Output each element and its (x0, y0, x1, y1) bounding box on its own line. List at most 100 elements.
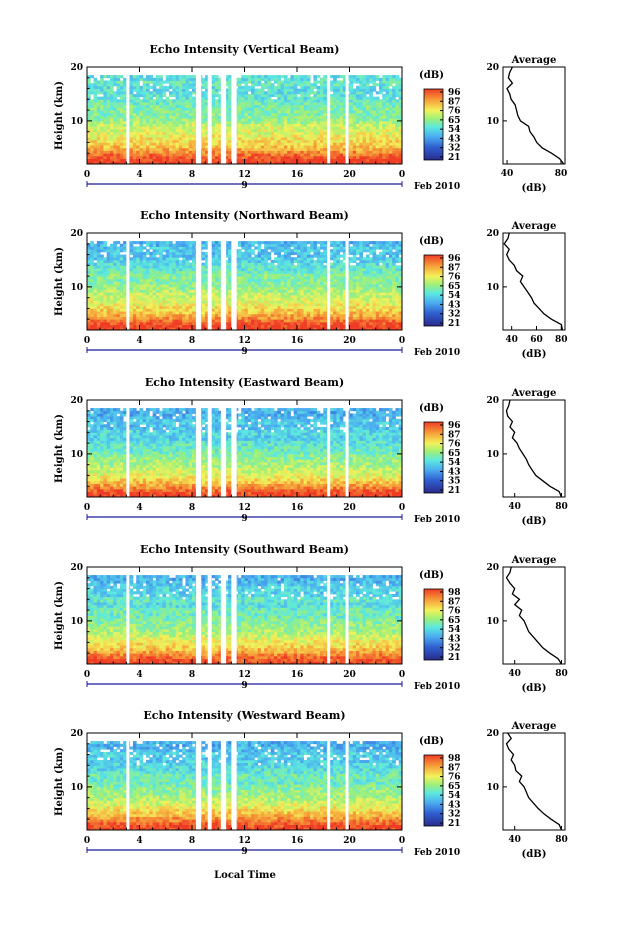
heatmap-cell (342, 311, 347, 315)
heatmap-cell (247, 303, 252, 307)
heatmap-cell (287, 303, 291, 307)
heatmap-cell (175, 123, 180, 127)
heatmap-cell (123, 308, 127, 312)
heatmap-cell (136, 294, 140, 299)
heatmap-cell (142, 319, 147, 323)
heatmap-cell (310, 126, 314, 130)
heatmap-cell (356, 126, 360, 130)
heatmap-cell (398, 110, 403, 114)
heatmap-cell (139, 150, 144, 154)
heatmap-cell (132, 104, 137, 108)
heatmap-cell (123, 155, 127, 160)
heatmap-cell (290, 75, 295, 79)
heatmap-cell (333, 104, 337, 108)
heatmap-cell (109, 112, 114, 116)
heatmap-cell (106, 115, 111, 119)
heatmap-cell (316, 305, 321, 309)
heatmap-cell (146, 303, 150, 307)
heatmap-cell (113, 112, 117, 116)
heatmap-cell (175, 80, 180, 84)
heatmap-cell (241, 85, 245, 89)
heatmap-cell (211, 321, 216, 326)
heatmap-cell (152, 131, 157, 135)
heatmap-cell (178, 128, 183, 133)
heatmap-cell (313, 147, 318, 151)
heatmap-cell (342, 131, 347, 135)
heatmap-cell (172, 99, 176, 103)
heatmap-cell (260, 305, 265, 309)
heatmap-cell (310, 155, 314, 160)
heatmap-cell (313, 161, 318, 165)
heatmap-cell (152, 134, 157, 138)
heatmap-cell (339, 137, 344, 141)
data-gap (327, 67, 331, 164)
heatmap-cell (277, 292, 281, 296)
heatmap-cell (185, 134, 190, 138)
heatmap-cell (323, 316, 327, 320)
heatmap-cell (241, 292, 245, 296)
heatmap-cell (116, 292, 121, 296)
heatmap-cell (149, 91, 154, 95)
heatmap-cell (395, 107, 400, 111)
heatmap-cell (185, 319, 190, 323)
heatmap-cell (333, 120, 337, 124)
heatmap-cell (142, 147, 147, 151)
heatmap-cell (277, 99, 281, 103)
heatmap-cell (339, 313, 344, 317)
heatmap-cell (359, 118, 364, 122)
heatmap-cell (142, 128, 147, 133)
heatmap-cell (211, 305, 216, 309)
heatmap-cell (313, 155, 318, 160)
heatmap-cell (382, 297, 386, 301)
heatmap-cell (365, 313, 370, 317)
heatmap-cell (382, 104, 386, 108)
heatmap-cell (329, 289, 334, 293)
heatmap-cell (365, 316, 370, 320)
heatmap-cell (129, 158, 134, 162)
heatmap-cell (277, 110, 281, 114)
heatmap-cell (280, 139, 285, 143)
heatmap-cell (109, 104, 114, 108)
heatmap-cell (142, 102, 147, 106)
heatmap-cell (264, 118, 268, 122)
heatmap-cell (175, 126, 180, 130)
heatmap-cell (178, 96, 183, 100)
heatmap-cell (319, 123, 324, 127)
heatmap-cell (303, 289, 308, 293)
heatmap-cell (205, 286, 209, 290)
heatmap-cell (129, 91, 134, 95)
heatmap-cell (228, 311, 232, 315)
heatmap-cell (214, 313, 219, 317)
heatmap-cell (113, 142, 117, 146)
heatmap-cell (188, 324, 193, 328)
heatmap-cell (395, 158, 400, 162)
heatmap-cell (113, 99, 117, 103)
heatmap-cell (306, 99, 311, 103)
heatmap-cell (188, 313, 193, 317)
heatmap-cell (356, 278, 360, 282)
heatmap-cell (316, 281, 321, 285)
heatmap-cell (319, 147, 324, 151)
heatmap-cell (136, 115, 140, 119)
heatmap-cell (313, 126, 318, 130)
heatmap-cell (369, 137, 373, 141)
heatmap-cell (254, 83, 259, 87)
heatmap-cell (359, 153, 364, 157)
heatmap-cell (329, 303, 334, 307)
heatmap-cell (323, 308, 327, 312)
heatmap-cell (313, 308, 318, 312)
heatmap-cell (287, 96, 291, 100)
heatmap-cell (300, 137, 304, 141)
heatmap-cell (254, 77, 259, 81)
heatmap-cell (395, 123, 400, 127)
heatmap-cell (303, 128, 308, 133)
heatmap-cell (297, 75, 301, 79)
heatmap-cell (283, 161, 288, 165)
heatmap-cell (303, 88, 308, 92)
heatmap-cell (300, 128, 304, 133)
heatmap-cell (244, 316, 249, 320)
heatmap-cell (182, 120, 186, 124)
heatmap-cell (257, 104, 262, 108)
heatmap-cell (218, 88, 222, 92)
heatmap-cell (264, 75, 268, 79)
